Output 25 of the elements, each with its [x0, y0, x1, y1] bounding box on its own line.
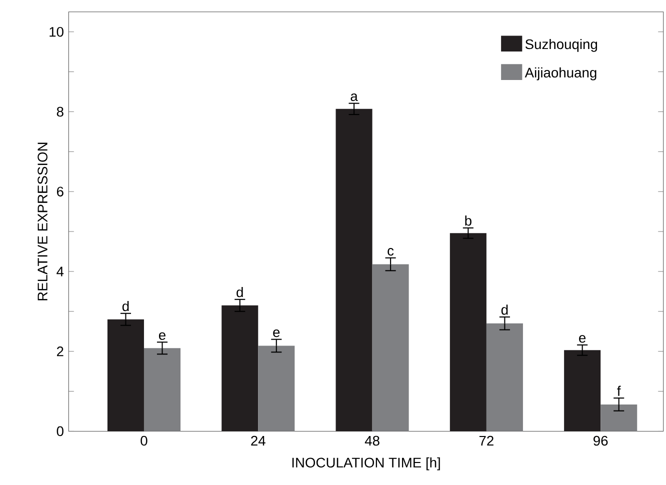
annotation: e [158, 332, 166, 340]
y-tick-label: 4 [56, 266, 64, 276]
annotation: e [579, 335, 586, 343]
y-tick-label: 8 [56, 107, 64, 117]
x-axis-title: INOCULATION TIME [h] [292, 458, 440, 470]
y-tick-label: 0 [56, 426, 64, 436]
annotation: d [122, 301, 129, 312]
x-tick-label: 72 [479, 436, 494, 446]
y-tick-label: 2 [56, 346, 64, 356]
legend-label: Suzhouqing [525, 39, 598, 52]
annotation: e [273, 330, 280, 338]
x-tick-label: 0 [140, 436, 148, 446]
y-tick-label: 10 [50, 27, 64, 37]
y-tick-label: 6 [56, 186, 64, 197]
legend-label: Aijiaohuang [524, 68, 596, 80]
x-tick-label: 24 [251, 436, 266, 446]
annotation: d [236, 287, 243, 298]
x-tick-label: 96 [594, 436, 608, 446]
annotation: c [388, 248, 394, 256]
annotation: a [350, 94, 358, 102]
y-axis-title: RELATIVE EXPRESSION [38, 142, 48, 300]
x-tick-label: 48 [364, 436, 380, 446]
annotation: b [465, 216, 472, 226]
annotation: d [501, 304, 508, 315]
annotation: f [617, 386, 621, 396]
